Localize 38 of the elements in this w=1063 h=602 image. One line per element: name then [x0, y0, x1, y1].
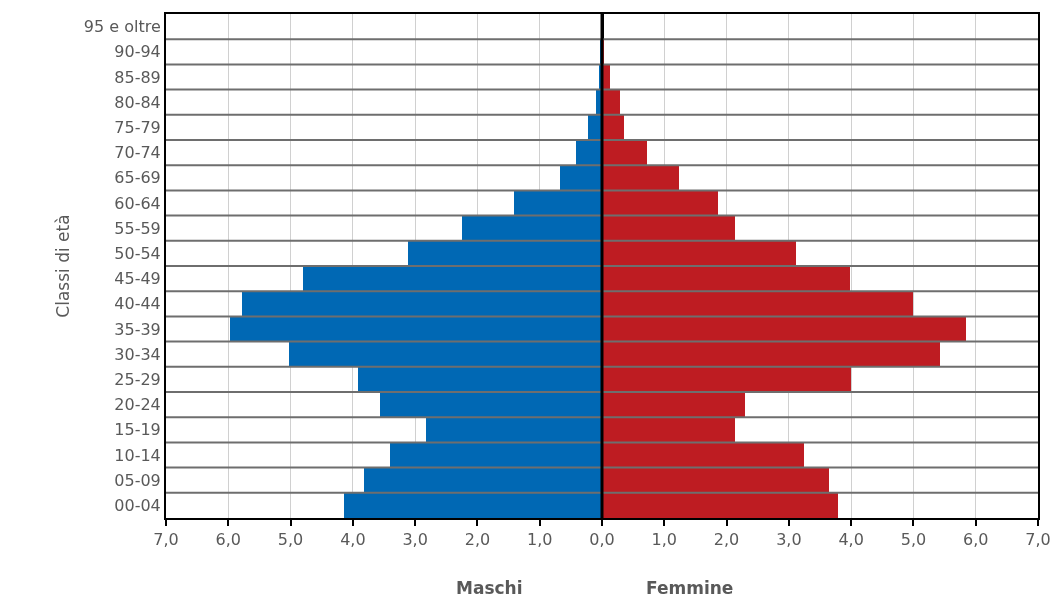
- x-tick-label: 6,0: [215, 530, 242, 550]
- x-tick-label: 6,0: [962, 530, 989, 550]
- y-tick-label: 50-54: [114, 244, 161, 263]
- x-tick-label: 1,0: [651, 530, 678, 550]
- y-tick-label: 90-94: [114, 42, 161, 62]
- y-tick-label: 10-14: [114, 445, 161, 465]
- x-tick-label: 2,0: [464, 530, 491, 550]
- text: Maschi: [456, 578, 523, 598]
- x-tick-label: 3,0: [776, 530, 802, 550]
- y-axis-title: Classi di età: [52, 214, 73, 318]
- x-tick-label: 7,0: [153, 530, 179, 550]
- y-tick-label: 45-49: [114, 269, 161, 289]
- y-tick-label: 95 e oltre: [83, 17, 161, 37]
- x-tick-label: 7,0: [1025, 530, 1051, 550]
- y-tick-label: 65-69: [114, 168, 161, 188]
- y-tick-label: 15-19: [114, 420, 161, 440]
- y-tick-label: 85-89: [114, 67, 161, 87]
- y-tick-label: 05-09: [114, 470, 161, 490]
- y-tick-label: 75-79: [114, 118, 161, 137]
- x-tick-label: 4,0: [838, 530, 864, 550]
- x-tick-label: 5,0: [900, 530, 927, 550]
- y-tick-label: 30-34: [114, 344, 161, 364]
- x-tick-label: 4,0: [340, 530, 366, 550]
- x-tick-label: 3,0: [402, 530, 428, 550]
- y-tick-label: 00-04: [114, 496, 161, 515]
- x-tick-label: 2,0: [713, 530, 740, 550]
- y-tick-label: 60-64: [114, 193, 161, 213]
- y-tick-label: 25-29: [114, 370, 161, 389]
- y-tick-label: 35-39: [114, 319, 161, 339]
- y-tick-label: 80-84: [114, 92, 161, 112]
- text: Femmine: [646, 578, 734, 598]
- y-tick-label: 55-59: [114, 218, 161, 238]
- x-tick-label: 1,0: [526, 530, 553, 550]
- y-tick-label: 20-24: [114, 395, 161, 415]
- y-tick-label: 40-44: [114, 294, 161, 314]
- y-tick-label: 70-74: [114, 143, 161, 163]
- x-tick-label: 0,0: [589, 530, 615, 550]
- x-tick-label: 5,0: [277, 530, 304, 550]
